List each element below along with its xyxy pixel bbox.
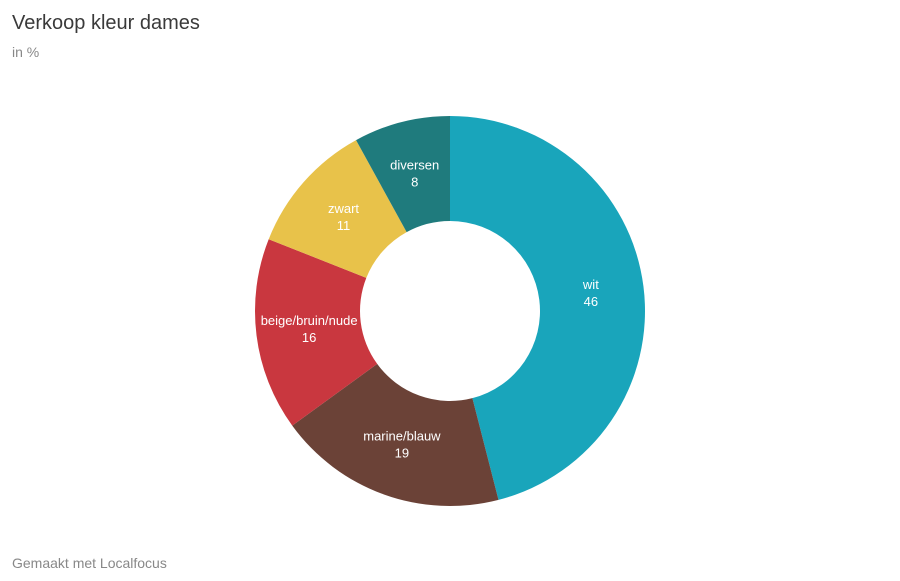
slice-label: marine/blauw bbox=[363, 428, 441, 443]
slice-label: zwart bbox=[328, 201, 359, 216]
donut-svg: wit 46 marine/blauw 19 beige/bruin/nude 16 zwa… bbox=[220, 81, 680, 541]
slice-value: 46 bbox=[584, 294, 598, 309]
donut-chart: wit 46 marine/blauw 19 beige/bruin/nude 16 zwa… bbox=[0, 80, 900, 541]
slice-value: 19 bbox=[395, 445, 409, 460]
chart-footer: Gemaakt met Localfocus bbox=[12, 555, 167, 571]
chart-title: Verkoop kleur dames bbox=[12, 12, 200, 35]
slice-value: 8 bbox=[411, 174, 418, 189]
slice-value: 11 bbox=[337, 218, 351, 233]
slice-label: diversen bbox=[390, 157, 439, 172]
slice-label: beige/bruin/nude bbox=[261, 312, 358, 327]
chart-subtitle: in % bbox=[12, 44, 39, 60]
slice-label: wit bbox=[582, 277, 599, 292]
slice-value: 16 bbox=[302, 329, 316, 344]
